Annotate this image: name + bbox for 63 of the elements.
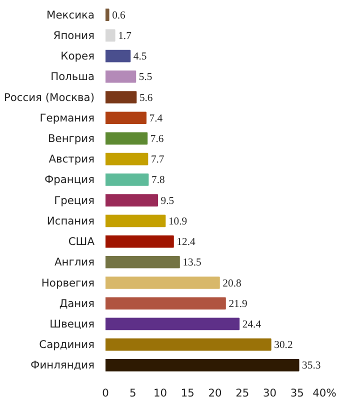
- bar: [106, 297, 226, 310]
- bar: [106, 132, 148, 145]
- data-label: 1.7: [118, 30, 132, 42]
- bar: [106, 50, 131, 62]
- y-tick-label: Греция: [54, 194, 95, 207]
- bar: [106, 29, 116, 42]
- data-label: 35.3: [302, 360, 321, 372]
- data-label: 0.6: [112, 10, 126, 22]
- data-label: 7.6: [150, 134, 164, 145]
- bar: [106, 91, 137, 104]
- y-tick-label: Япония: [53, 28, 95, 42]
- bar: [106, 8, 110, 21]
- y-tick-label: Испания: [46, 214, 95, 228]
- bar: [106, 214, 166, 228]
- y-tick-label: Сардиния: [39, 338, 95, 352]
- x-tick-label: 15: [180, 386, 194, 400]
- y-tick-label: Польша: [50, 70, 94, 84]
- bar: [106, 359, 300, 372]
- bar: [106, 235, 174, 248]
- data-label: 20.8: [222, 278, 242, 290]
- data-label: 12.4: [176, 237, 196, 248]
- x-tick-label: 40%: [312, 386, 336, 400]
- y-tick-label: Финляндия: [30, 358, 95, 372]
- y-tick-label: Швеция: [50, 317, 95, 330]
- x-tick-label: 25: [236, 386, 250, 400]
- y-tick-label: Венгрия: [48, 132, 95, 145]
- y-tick-label: США: [68, 235, 96, 248]
- y-tick-label: Россия (Москва): [4, 90, 95, 104]
- bar: [106, 318, 240, 330]
- data-label: 7.8: [151, 175, 165, 186]
- bar: [106, 174, 149, 186]
- x-tick-label: 20: [208, 386, 222, 400]
- data-label: 10.9: [168, 216, 188, 228]
- x-tick-label: 10: [153, 386, 168, 400]
- y-tick-label: Норвегия: [41, 276, 95, 290]
- y-tick-label: Англия: [54, 256, 95, 269]
- y-tick-label: Австрия: [48, 152, 95, 166]
- data-label: 9.5: [160, 196, 174, 207]
- data-label: 4.5: [133, 52, 147, 63]
- x-tick-label: 30: [262, 386, 277, 400]
- data-label: 5.6: [139, 92, 154, 104]
- y-tick-label: Мексика: [46, 8, 95, 22]
- bar: [106, 338, 272, 351]
- y-tick-label: Дания: [59, 296, 95, 310]
- bar: [106, 152, 148, 166]
- x-tick-label: 35: [290, 386, 304, 400]
- bar: [106, 194, 158, 206]
- y-tick-label: Корея: [60, 50, 95, 63]
- bar: [106, 256, 180, 268]
- data-label: 5.5: [138, 72, 152, 84]
- data-label: 7.7: [150, 154, 165, 166]
- y-tick-label: Франция: [44, 173, 95, 186]
- data-label: 13.5: [182, 258, 202, 269]
- bar: [106, 276, 220, 289]
- data-label: 24.4: [242, 319, 262, 330]
- y-tick-label: Германия: [40, 111, 95, 124]
- data-label: 21.9: [228, 298, 248, 310]
- x-tick-label: 5: [129, 386, 136, 400]
- x-tick-label: 0: [102, 386, 110, 400]
- data-label: 7.4: [149, 113, 164, 124]
- bar: [106, 70, 136, 83]
- data-label: 30.2: [274, 340, 293, 352]
- bar: [106, 112, 147, 124]
